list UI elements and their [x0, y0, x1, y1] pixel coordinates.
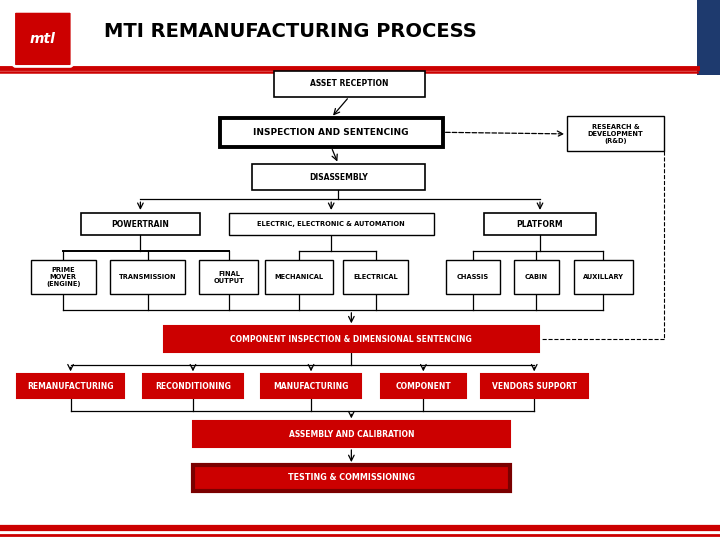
Bar — [274, 71, 425, 97]
Text: RECONDITIONING: RECONDITIONING — [155, 382, 231, 390]
Bar — [143, 374, 243, 398]
Bar — [81, 213, 200, 235]
Text: CABIN: CABIN — [525, 274, 548, 280]
Bar — [514, 260, 559, 294]
Bar — [109, 260, 186, 294]
Text: FINAL
OUTPUT: FINAL OUTPUT — [214, 271, 244, 284]
Text: ELECTRICAL: ELECTRICAL — [354, 274, 398, 280]
Bar — [220, 118, 443, 147]
Bar — [481, 374, 588, 398]
Text: AUXILLARY: AUXILLARY — [583, 274, 624, 280]
Text: POWERTRAIN: POWERTRAIN — [112, 220, 169, 228]
Bar — [343, 260, 408, 294]
Bar — [252, 164, 425, 190]
Bar — [31, 260, 96, 294]
Bar — [199, 260, 258, 294]
Text: MANUFACTURING: MANUFACTURING — [274, 382, 348, 390]
Bar — [229, 213, 433, 235]
Text: COMPONENT: COMPONENT — [395, 382, 451, 390]
Text: COMPONENT INSPECTION & DIMENSIONAL SENTENCING: COMPONENT INSPECTION & DIMENSIONAL SENTE… — [230, 335, 472, 343]
Text: TESTING & COMMISSIONING: TESTING & COMMISSIONING — [288, 474, 415, 482]
Bar — [17, 374, 124, 398]
Text: CHASSIS: CHASSIS — [457, 274, 489, 280]
Bar — [261, 374, 361, 398]
Bar — [193, 465, 510, 491]
Bar — [265, 260, 333, 294]
Text: PLATFORM: PLATFORM — [517, 220, 563, 228]
Bar — [567, 117, 665, 151]
Text: ASSEMBLY AND CALIBRATION: ASSEMBLY AND CALIBRATION — [289, 430, 414, 438]
Bar — [164, 326, 539, 352]
Text: VENDORS SUPPORT: VENDORS SUPPORT — [492, 382, 577, 390]
Text: PRIME
MOVER
(ENGINE): PRIME MOVER (ENGINE) — [46, 267, 81, 287]
Bar — [574, 260, 633, 294]
Text: mtl: mtl — [30, 32, 55, 46]
Bar — [0, 0, 720, 75]
Text: MTI REMANUFACTURING PROCESS: MTI REMANUFACTURING PROCESS — [104, 22, 477, 42]
Text: ELECTRIC, ELECTRONIC & AUTOMATION: ELECTRIC, ELECTRONIC & AUTOMATION — [257, 221, 405, 227]
Text: RESEARCH &
DEVELOPMENT
(R&D): RESEARCH & DEVELOPMENT (R&D) — [588, 124, 644, 144]
Bar — [697, 0, 720, 75]
Bar — [484, 213, 596, 235]
FancyBboxPatch shape — [14, 11, 72, 66]
Text: INSPECTION AND SENTENCING: INSPECTION AND SENTENCING — [253, 128, 409, 137]
Text: MECHANICAL: MECHANICAL — [274, 274, 323, 280]
Text: DISASSEMBLY: DISASSEMBLY — [309, 173, 368, 181]
Bar — [381, 374, 466, 398]
Text: ASSET RECEPTION: ASSET RECEPTION — [310, 79, 389, 88]
Bar — [193, 421, 510, 447]
Text: REMANUFACTURING: REMANUFACTURING — [27, 382, 114, 390]
Bar — [446, 260, 500, 294]
Text: TRANSMISSION: TRANSMISSION — [119, 274, 176, 280]
